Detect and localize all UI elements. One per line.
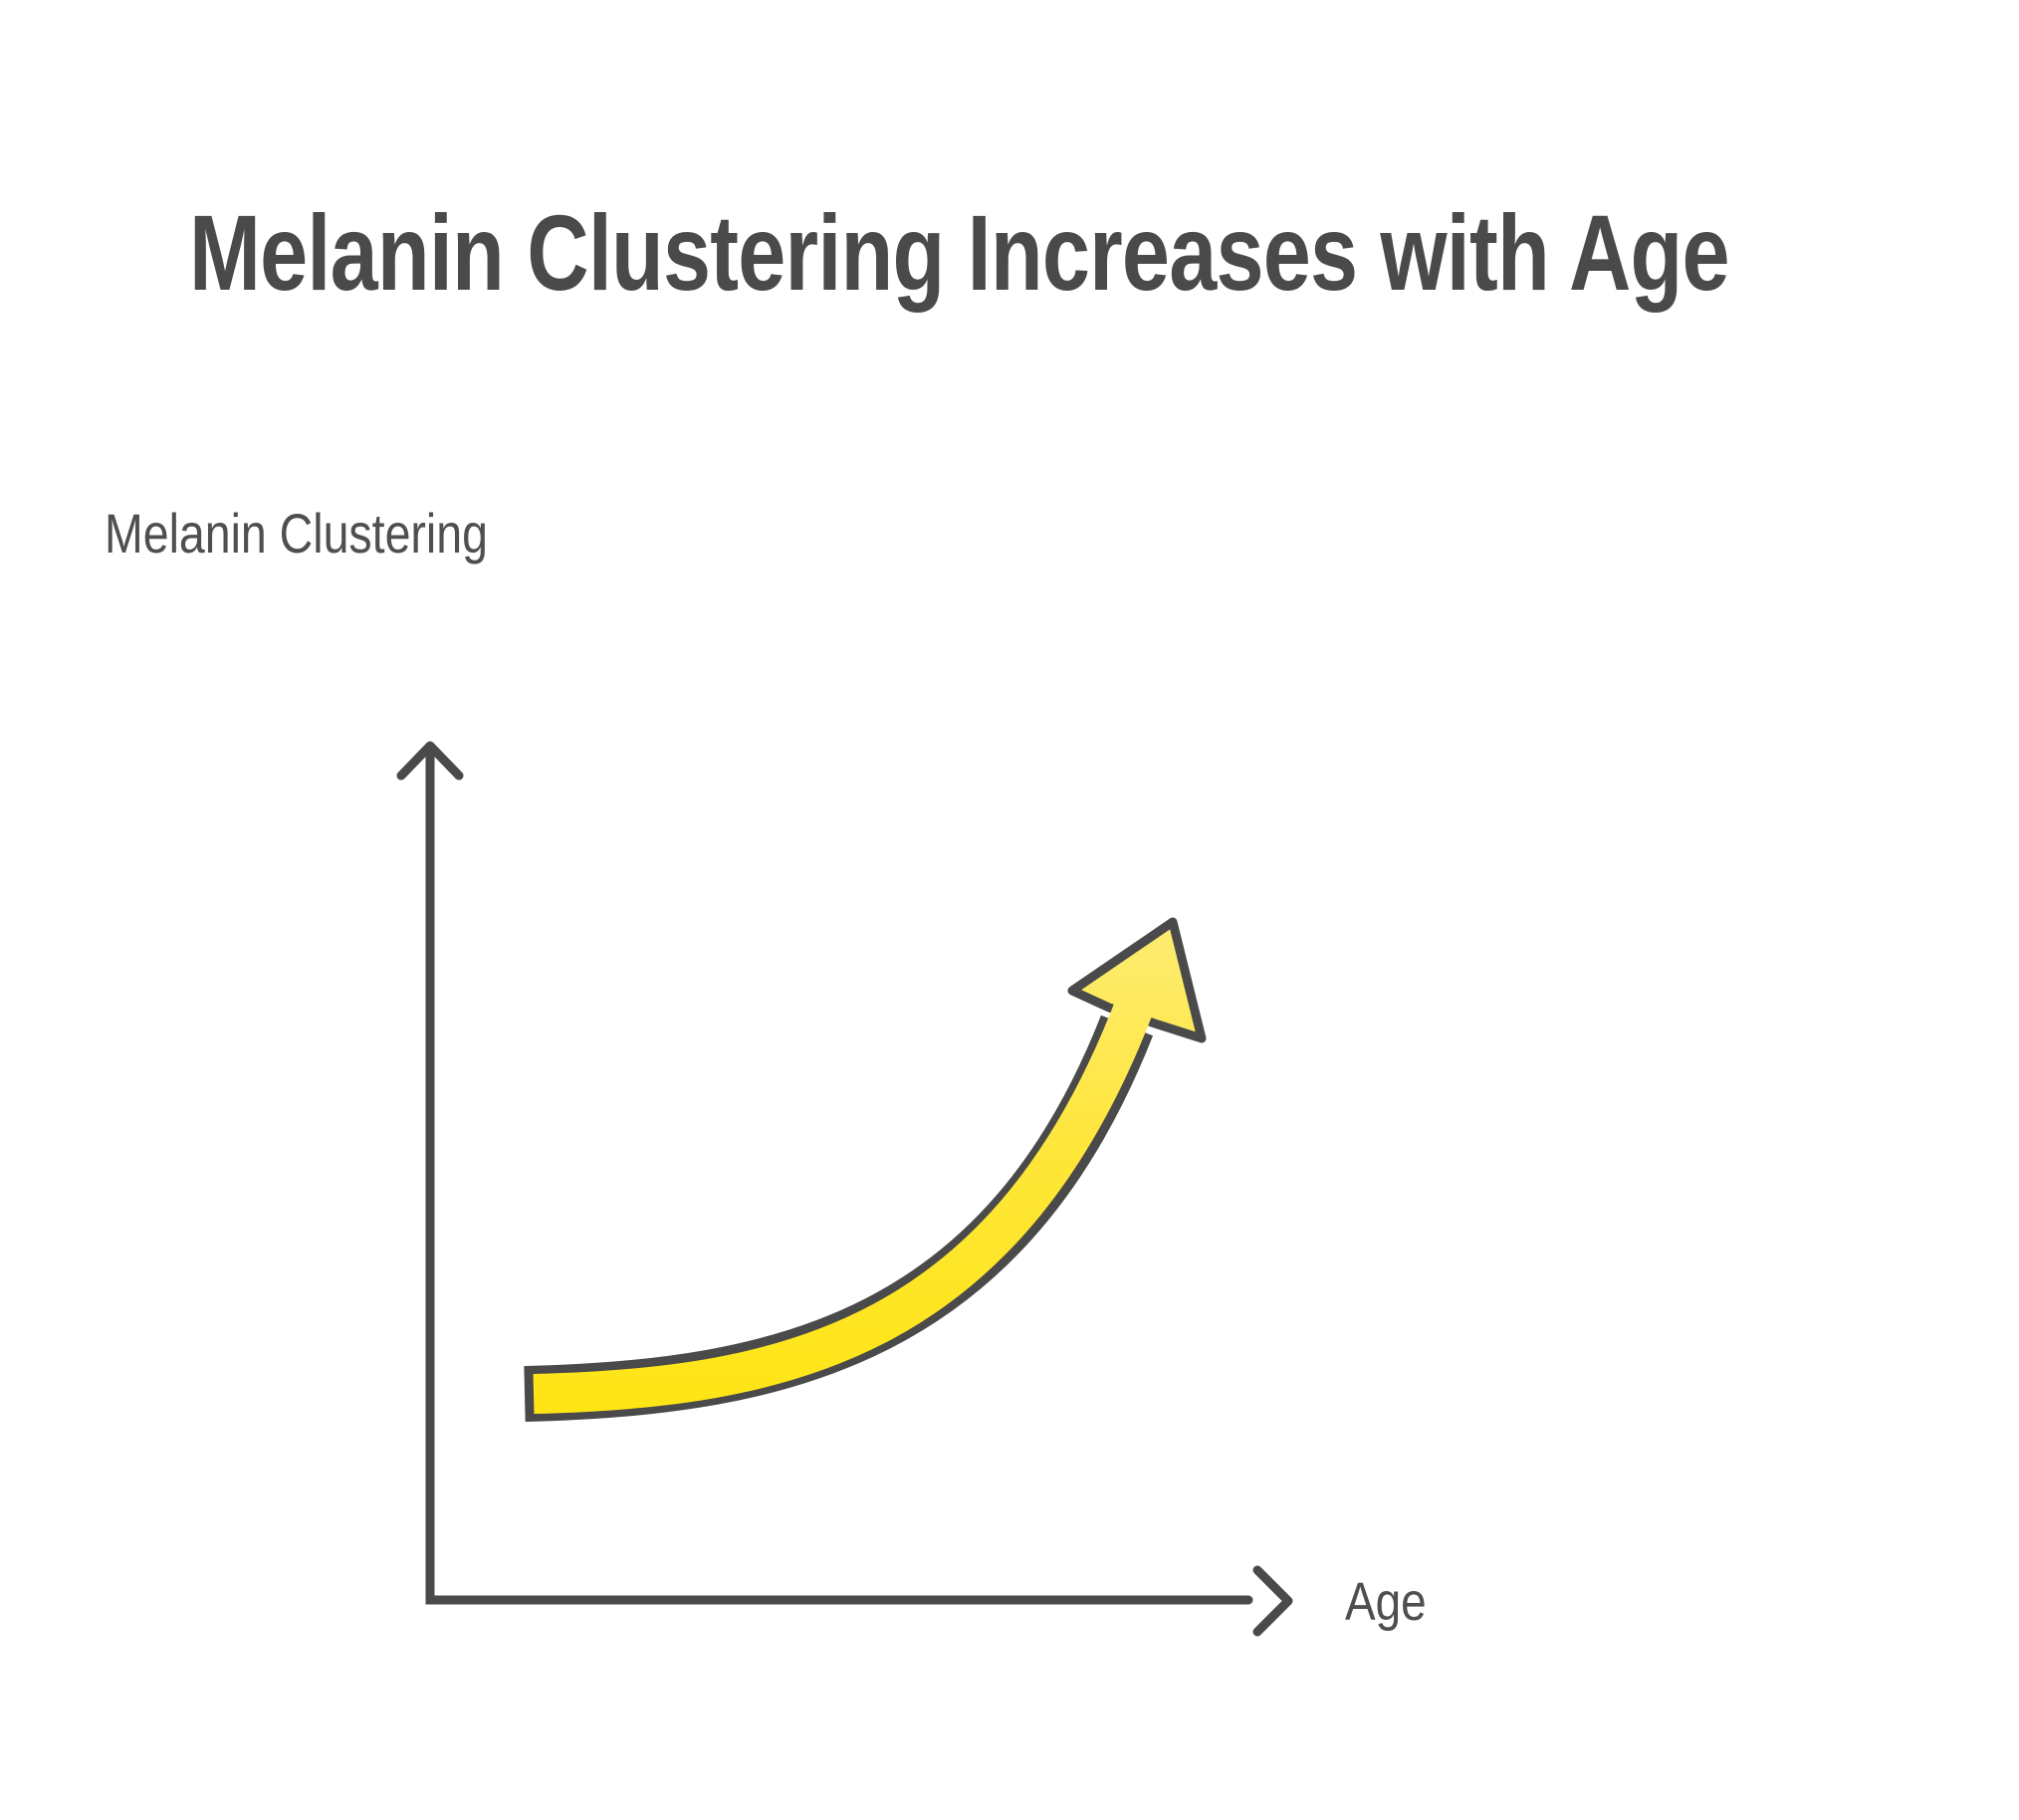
axis-lines xyxy=(425,744,1253,1605)
y-axis-label: Melanin Clustering xyxy=(105,502,488,565)
trend-arrow-shaft-fill xyxy=(533,992,1156,1414)
x-axis-label: Age xyxy=(1345,1572,1427,1632)
figure-title: Melanin Clustering Increases with Age xyxy=(189,192,1730,313)
x-axis-arrowhead-icon xyxy=(1252,1565,1293,1637)
y-axis-arrowhead-icon xyxy=(396,741,464,781)
